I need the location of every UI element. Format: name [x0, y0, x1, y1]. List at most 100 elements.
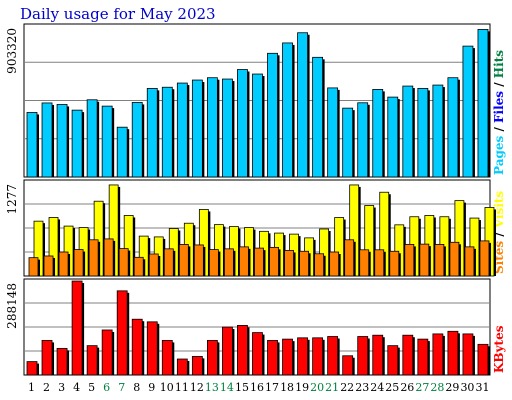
middle-bar-sites-18	[284, 250, 294, 277]
middle-bar-sites-3	[58, 251, 69, 277]
bottom-bar-kbytes-11	[176, 358, 188, 376]
bottom-panel: 288148 KBytes	[5, 278, 506, 376]
middle-bar-sites-9	[148, 253, 159, 277]
middle-bar-sites-25	[389, 250, 400, 277]
x-tick-label: 25	[385, 381, 399, 394]
x-tick-label: 3	[58, 381, 65, 394]
x-tick-label: 17	[265, 381, 279, 394]
middle-bar-sites-13	[208, 249, 219, 277]
top-bar-pages-5	[86, 99, 98, 178]
top-bar-pages-22	[342, 107, 354, 178]
x-tick-label: 12	[190, 381, 204, 394]
top-bar-pages-10	[161, 86, 173, 178]
top-side-label-part: Hits	[492, 50, 506, 78]
top-bar-pages-28	[432, 84, 444, 178]
bottom-bar-kbytes-27	[417, 338, 429, 376]
bottom-bar-kbytes-7	[116, 290, 128, 376]
x-tick-label: 28	[430, 381, 444, 394]
top-bar-pages-25	[387, 96, 399, 178]
x-tick-label: 27	[415, 381, 429, 394]
middle-bar-sites-27	[419, 243, 430, 277]
middle-bar-sites-5	[88, 239, 99, 277]
bottom-bar-kbytes-2	[41, 340, 53, 376]
top-bar-pages-23	[357, 102, 369, 178]
middle-bar-sites-28	[434, 244, 445, 277]
x-tick-label: 31	[475, 381, 489, 394]
x-tick-label: 6	[103, 381, 110, 394]
top-bar-pages-2	[41, 102, 53, 178]
bottom-bar-kbytes-13	[206, 340, 218, 376]
x-tick-label: 21	[325, 381, 339, 394]
bottom-bar-kbytes-17	[267, 340, 278, 376]
bottom-bar-kbytes-28	[432, 333, 444, 376]
top-bar-pages-13	[206, 77, 218, 178]
top-bar-pages-21	[327, 87, 339, 178]
x-tick-label: 26	[400, 381, 414, 394]
bottom-bar-kbytes-5	[86, 345, 98, 376]
top-bar-pages-17	[267, 52, 278, 178]
bottom-bar-kbytes-4	[71, 280, 83, 376]
x-tick-label: 18	[280, 381, 294, 394]
bottom-bar-kbytes-6	[101, 329, 113, 376]
bottom-bar-kbytes-16	[252, 332, 263, 376]
top-bar-pages-18	[282, 42, 293, 178]
middle-bar-sites-6	[103, 238, 114, 277]
top-bar-pages-29	[447, 77, 459, 178]
x-tick-label: 13	[205, 381, 219, 394]
top-bar-pages-31	[477, 28, 489, 178]
bottom-bar-kbytes-26	[402, 334, 414, 376]
middle-bar-sites-23	[359, 249, 370, 277]
top-side-label-part: /	[492, 78, 506, 91]
bottom-bar-kbytes-15	[237, 325, 248, 376]
top-bar-pages-14	[222, 78, 233, 178]
top-bar-pages-6	[101, 105, 113, 178]
bottom-bar-kbytes-10	[161, 340, 173, 376]
middle-bar-sites-20	[314, 253, 325, 277]
bottom-bar-kbytes-24	[372, 334, 384, 376]
bottom-bar-kbytes-21	[327, 336, 339, 376]
middle-bar-sites-12	[193, 244, 204, 277]
bottom-bar-kbytes-14	[222, 326, 233, 376]
top-bar-pages-1	[26, 112, 38, 178]
middle-bar-sites-17	[269, 246, 279, 277]
x-tick-label: 7	[118, 381, 125, 394]
bottom-bar-kbytes-30	[462, 333, 474, 376]
top-panel: 903320 Pages / Files / Hits	[5, 23, 506, 178]
middle-ymax-label: 1277	[5, 184, 19, 215]
x-tick-label: 8	[133, 381, 140, 394]
top-bar-pages-24	[372, 89, 384, 178]
bottom-bar-kbytes-23	[357, 336, 369, 376]
x-tick-label: 30	[460, 381, 474, 394]
x-tick-label: 5	[88, 381, 95, 394]
middle-bar-sites-21	[329, 251, 340, 277]
middle-bar-sites-15	[239, 246, 249, 277]
x-tick-label: 20	[310, 381, 324, 394]
middle-bar-sites-16	[254, 247, 264, 277]
top-bar-pages-20	[312, 56, 324, 178]
middle-bar-sites-7	[118, 248, 129, 277]
x-tick-label: 19	[295, 381, 309, 394]
x-tick-label: 14	[220, 381, 234, 394]
x-tick-label: 11	[175, 381, 189, 394]
top-bar-pages-9	[146, 88, 158, 178]
x-tick-label: 16	[250, 381, 264, 394]
middle-bar-sites-4	[73, 249, 84, 277]
top-side-label-part: Pages	[492, 135, 506, 175]
middle-bar-sites-19	[299, 250, 309, 277]
x-tick-label: 2	[43, 381, 50, 394]
top-ymax-label: 903320	[5, 28, 19, 74]
bottom-bar-kbytes-25	[387, 345, 399, 376]
bottom-bar-kbytes-9	[146, 321, 158, 376]
top-bar-pages-4	[71, 109, 83, 178]
middle-bar-sites-31	[479, 240, 490, 277]
middle-bar-sites-10	[163, 248, 174, 277]
bottom-bar-kbytes-19	[297, 337, 308, 376]
chart-title: Daily usage for May 2023	[20, 5, 216, 23]
middle-bar-sites-11	[178, 244, 189, 277]
x-tick-label: 10	[160, 381, 174, 394]
bottom-bar-kbytes-31	[477, 343, 489, 376]
middle-bar-sites-24	[374, 249, 385, 277]
bottom-bar-kbytes-18	[282, 338, 293, 376]
x-tick-label: 22	[340, 381, 354, 394]
